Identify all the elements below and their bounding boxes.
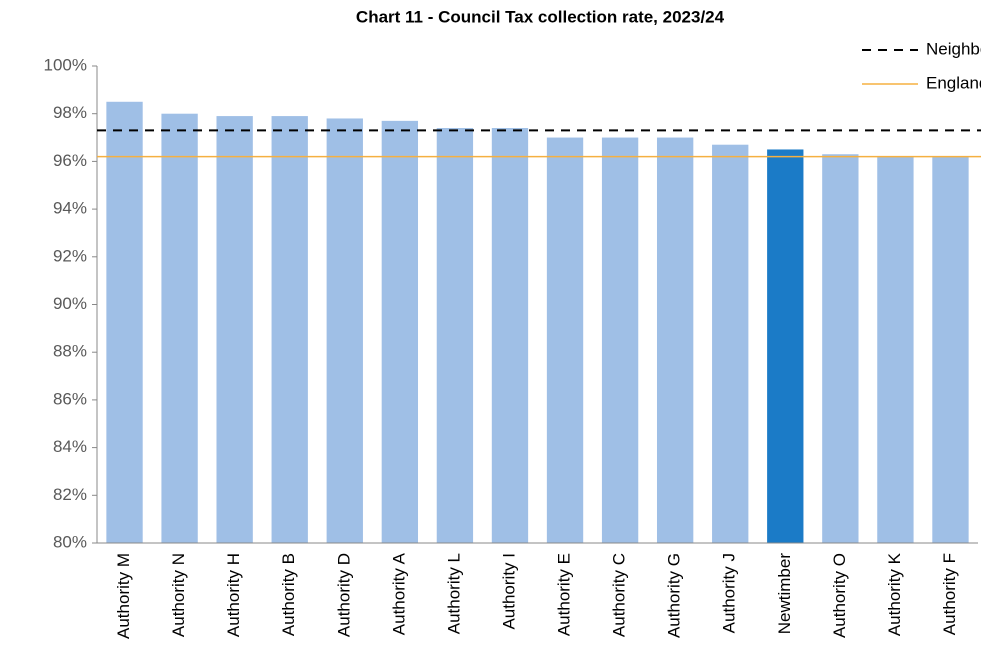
bar: [161, 113, 198, 543]
bar: [601, 137, 639, 544]
bar: [326, 118, 363, 543]
x-tick-label: Newtimber: [775, 553, 794, 635]
x-tick-label: Authority F: [940, 553, 959, 635]
y-tick-label: 82%: [53, 485, 87, 504]
x-tick-label: Authority O: [830, 553, 849, 638]
x-tick-label: Authority C: [610, 553, 629, 637]
x-tick-label: Authority J: [720, 553, 739, 633]
x-tick-label: Authority K: [885, 552, 904, 636]
x-tick-label: Authority D: [334, 553, 353, 637]
legend-label: Neighbour average: [926, 39, 981, 58]
y-tick-label: 92%: [53, 246, 87, 265]
x-tick-label: Authority H: [224, 553, 243, 637]
y-tick-label: 86%: [53, 389, 87, 408]
bar: [932, 156, 969, 543]
y-tick-label: 98%: [53, 103, 87, 122]
bar: [381, 120, 419, 543]
bar: [822, 154, 859, 543]
y-tick-label: 96%: [53, 151, 87, 170]
x-tick-label: Authority B: [279, 553, 298, 636]
legend-label: England average: [926, 73, 981, 92]
y-tick-label: 100%: [44, 55, 87, 74]
x-tick-label: Authority I: [499, 553, 518, 630]
y-tick-label: 84%: [53, 437, 87, 456]
bar: [216, 116, 253, 544]
bar: [271, 116, 308, 544]
x-tick-label: Authority A: [389, 552, 408, 635]
chart-title: Chart 11 - Council Tax collection rate, …: [356, 7, 725, 26]
x-tick-label: Authority G: [665, 553, 684, 638]
bar: [712, 144, 749, 543]
y-tick-label: 94%: [53, 199, 87, 218]
bar: [656, 137, 694, 544]
x-tick-label: Authority N: [169, 553, 188, 637]
bar: [546, 137, 584, 544]
x-tick-label: Authority L: [444, 553, 463, 634]
y-tick-label: 90%: [53, 294, 87, 313]
y-tick-label: 88%: [53, 342, 87, 361]
y-tick-label: 80%: [53, 532, 87, 551]
bar: [106, 101, 143, 544]
x-tick-label: Authority E: [555, 553, 574, 636]
bar: [877, 156, 914, 543]
bar: [436, 128, 474, 543]
bar: [767, 149, 804, 543]
x-tick-label: Authority M: [114, 553, 133, 639]
bar: [491, 128, 529, 543]
